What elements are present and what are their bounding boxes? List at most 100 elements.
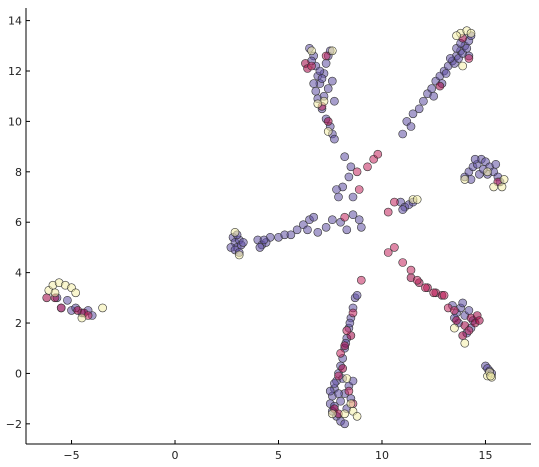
data-point xyxy=(259,235,269,245)
data-point xyxy=(348,192,358,202)
data-point xyxy=(497,182,507,192)
data-point xyxy=(352,411,362,421)
data-point xyxy=(317,74,327,83)
data-point xyxy=(286,230,296,240)
data-point xyxy=(435,81,445,91)
y-axis-ticks: −2 0 2 4 6 8 10 12 14 xyxy=(6,15,30,431)
data-point xyxy=(373,149,383,159)
data-point xyxy=(309,79,319,88)
data-point xyxy=(56,303,66,313)
data-point xyxy=(77,313,87,323)
x-tick-label: 10 xyxy=(375,449,389,462)
data-point xyxy=(464,54,474,63)
data-point xyxy=(464,326,474,335)
data-point xyxy=(313,99,323,109)
y-tick-label: −2 xyxy=(6,418,22,431)
data-point xyxy=(383,207,393,217)
data-point xyxy=(50,288,60,298)
data-point xyxy=(346,162,356,172)
data-point xyxy=(313,228,323,237)
data-point xyxy=(330,96,339,106)
data-point xyxy=(354,185,364,194)
data-point xyxy=(352,167,362,177)
x-tick-label: 0 xyxy=(172,449,179,462)
data-point xyxy=(323,84,333,93)
data-point xyxy=(230,228,240,237)
data-point xyxy=(390,197,399,207)
data-point xyxy=(491,160,501,169)
data-point xyxy=(348,210,358,219)
data-point xyxy=(421,283,430,293)
data-point xyxy=(334,389,343,398)
data-point xyxy=(452,31,461,41)
data-point xyxy=(332,185,341,194)
y-tick-label: 14 xyxy=(8,15,22,28)
data-point xyxy=(363,162,372,172)
data-point xyxy=(458,61,468,71)
data-point xyxy=(307,61,316,71)
data-point xyxy=(323,127,333,136)
data-point xyxy=(419,96,428,106)
data-point xyxy=(412,275,422,285)
data-point xyxy=(340,419,350,429)
data-point xyxy=(340,409,350,419)
y-tick-label: 2 xyxy=(15,317,22,330)
data-point xyxy=(63,295,72,305)
data-point xyxy=(342,225,352,235)
data-point xyxy=(323,117,333,126)
data-point xyxy=(327,46,337,56)
x-axis-ticks: −5 0 5 10 15 xyxy=(63,440,492,462)
data-point xyxy=(334,192,343,202)
data-point xyxy=(499,175,509,184)
x-tick-label: −5 xyxy=(63,449,79,462)
data-point xyxy=(234,250,244,260)
data-point xyxy=(345,318,355,328)
data-point xyxy=(346,399,356,409)
series-indigo xyxy=(52,31,505,429)
points-layer xyxy=(42,26,509,429)
data-point xyxy=(42,293,52,303)
data-point xyxy=(408,109,418,119)
data-point xyxy=(489,182,499,192)
data-point xyxy=(450,306,459,315)
series-maroon xyxy=(42,33,484,419)
data-point xyxy=(398,129,408,139)
data-point xyxy=(309,212,319,222)
series-cream xyxy=(44,26,509,421)
data-point xyxy=(458,298,468,308)
data-point xyxy=(325,386,335,396)
data-point xyxy=(412,195,422,204)
data-point xyxy=(336,348,345,358)
data-point xyxy=(327,215,337,224)
y-tick-label: 12 xyxy=(8,65,22,78)
data-point xyxy=(340,341,350,351)
data-point xyxy=(464,306,474,315)
data-point xyxy=(303,225,312,235)
data-point xyxy=(315,66,325,76)
data-point xyxy=(307,46,316,56)
data-point xyxy=(483,167,492,177)
data-point xyxy=(342,374,352,383)
data-point xyxy=(460,175,470,184)
x-tick-label: 15 xyxy=(478,449,492,462)
data-point xyxy=(406,265,416,275)
y-tick-label: 4 xyxy=(15,267,22,280)
data-point xyxy=(327,76,337,86)
data-point xyxy=(474,316,484,325)
data-point xyxy=(342,326,352,335)
data-point xyxy=(466,28,476,38)
data-point xyxy=(239,238,248,247)
data-point xyxy=(356,223,366,232)
data-point xyxy=(439,290,449,300)
data-point xyxy=(344,386,354,396)
data-point xyxy=(429,91,439,101)
data-point xyxy=(429,288,439,298)
data-point xyxy=(71,288,80,298)
data-point xyxy=(445,54,455,63)
data-point xyxy=(441,69,451,78)
data-point xyxy=(383,248,393,257)
data-point xyxy=(398,205,408,214)
data-point xyxy=(344,172,354,182)
data-point xyxy=(414,104,424,114)
